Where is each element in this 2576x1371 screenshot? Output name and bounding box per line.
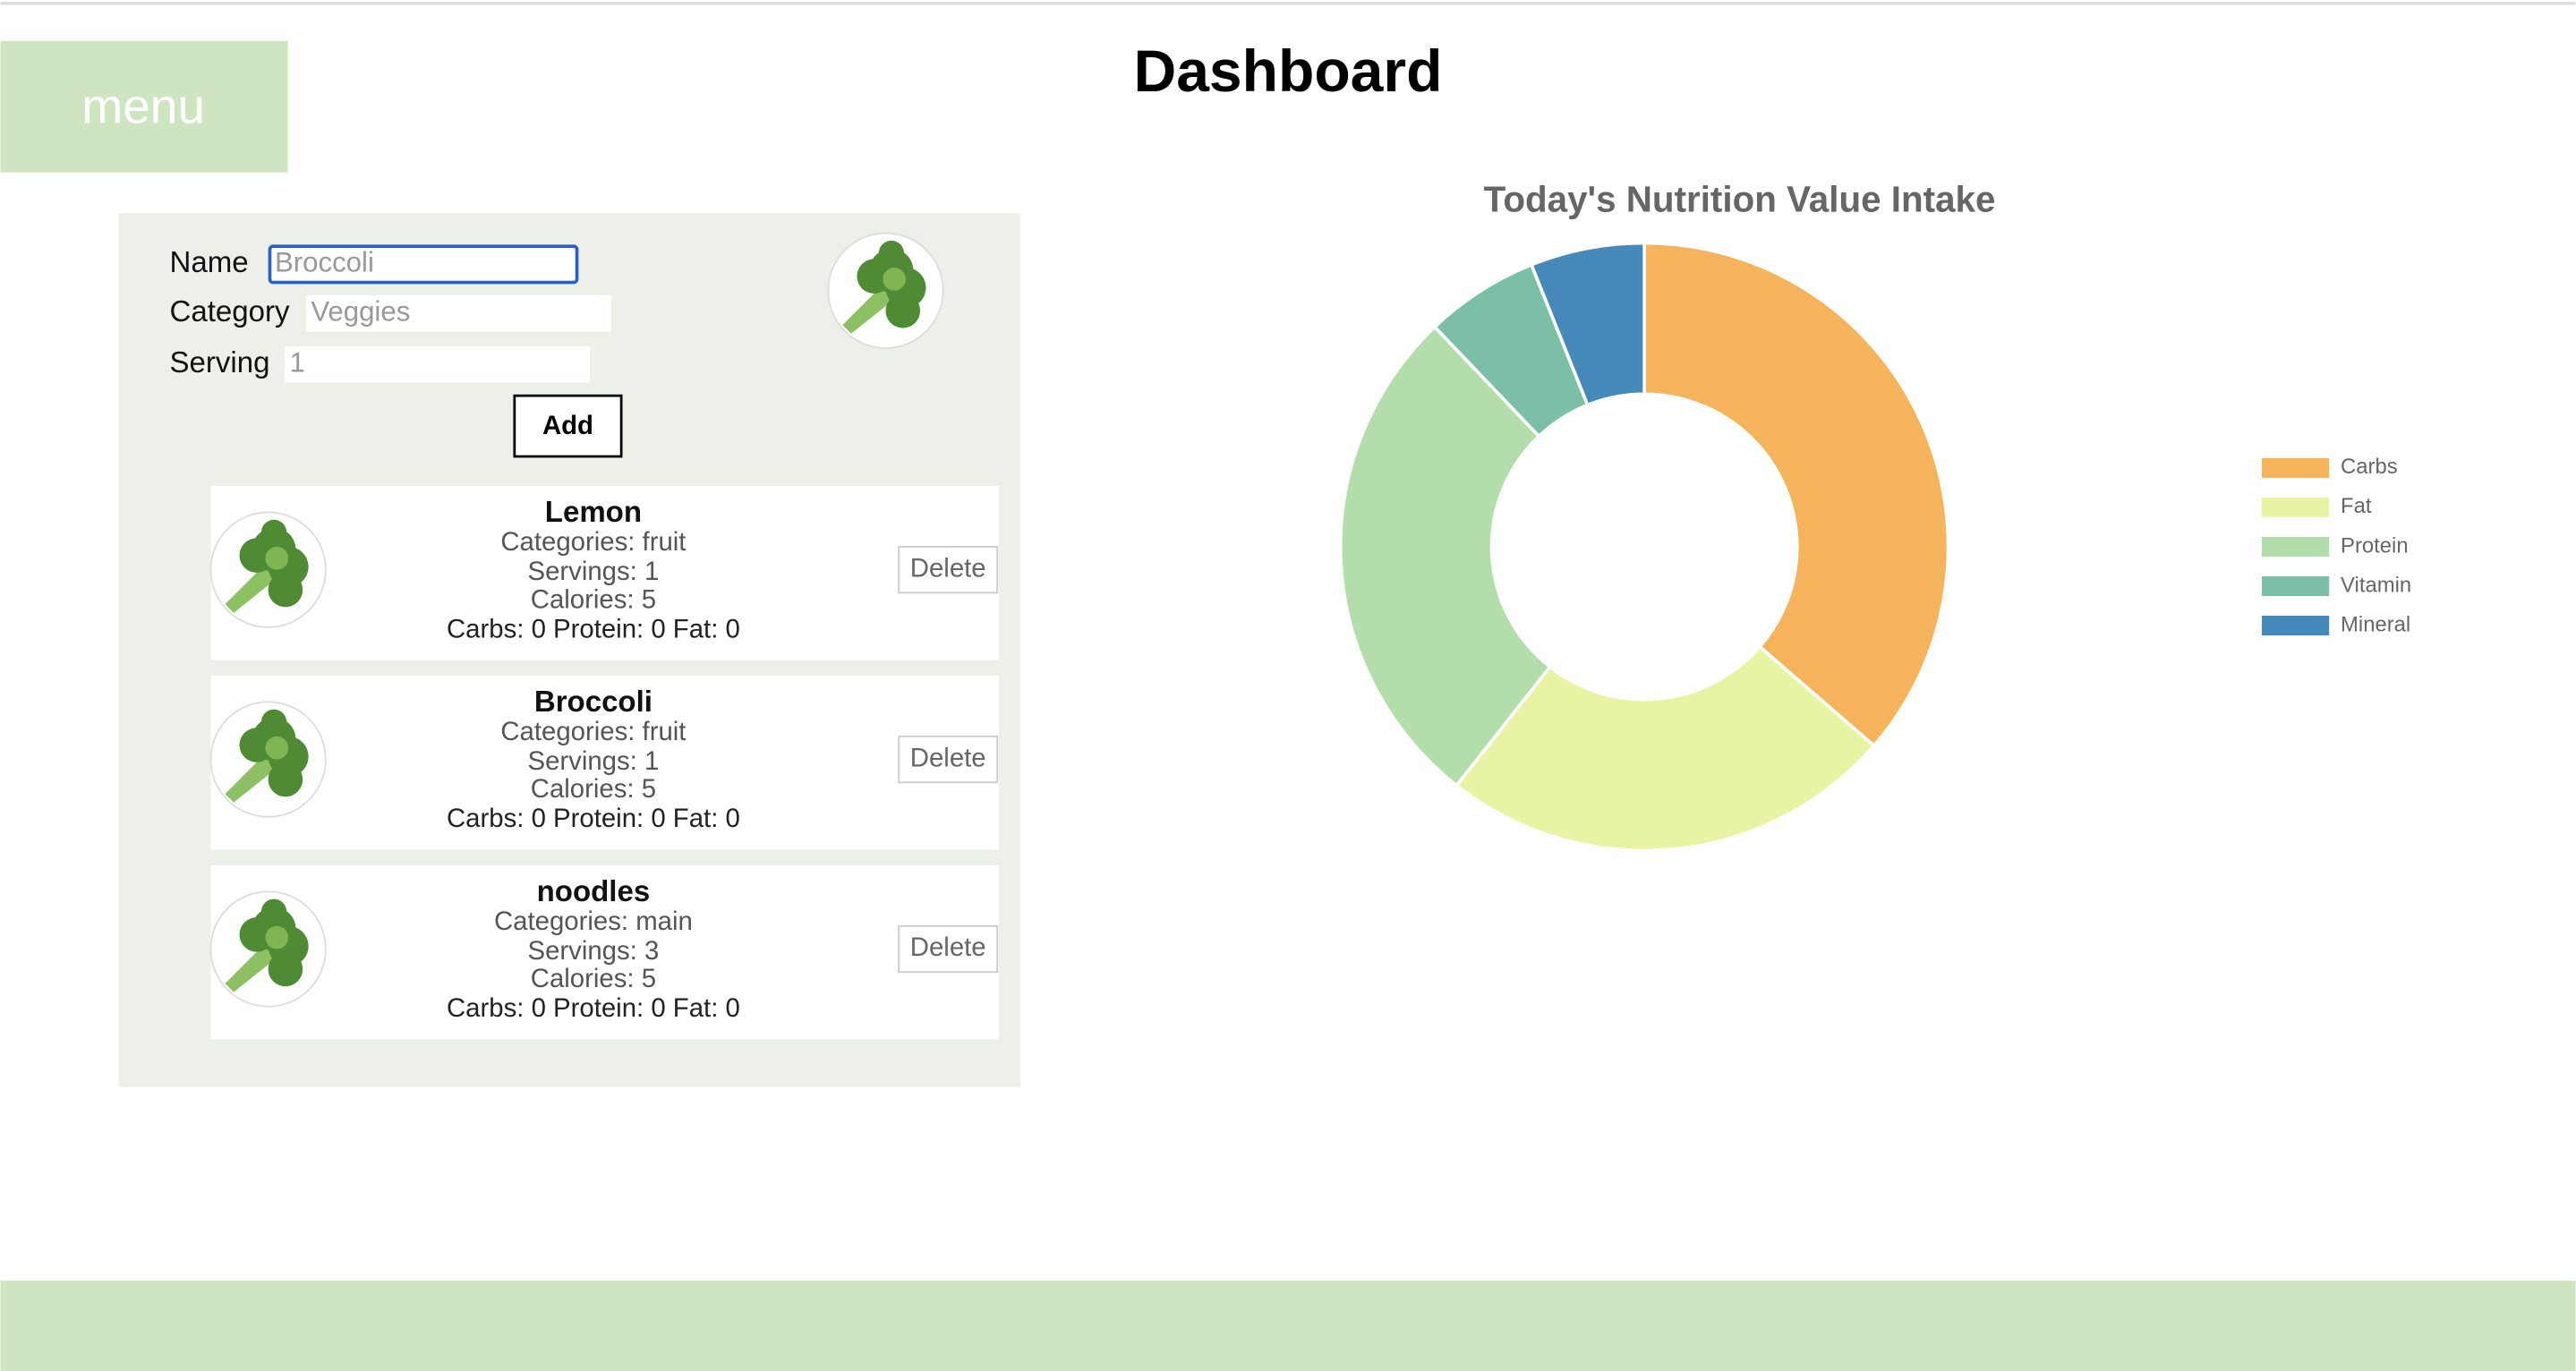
icon-floret bbox=[268, 951, 303, 987]
card-bg bbox=[210, 486, 1000, 660]
page-title: Dashboard bbox=[1134, 38, 1443, 104]
icon-floret bbox=[260, 898, 287, 924]
pie-slice bbox=[1642, 241, 1950, 748]
icon-highlight bbox=[883, 268, 906, 291]
icon-floret bbox=[239, 917, 275, 952]
chart-title: Today's Nutrition Value Intake bbox=[1484, 178, 1996, 219]
delete-button-label[interactable]: Delete bbox=[910, 743, 986, 772]
icon-floret bbox=[857, 259, 891, 294]
legend-swatch bbox=[2261, 457, 2330, 478]
card-bg bbox=[210, 864, 1000, 1040]
delete-button[interactable] bbox=[898, 924, 999, 974]
legend-label: Fat bbox=[2341, 494, 2372, 518]
text-input[interactable] bbox=[305, 295, 612, 332]
field-label: Serving bbox=[170, 345, 270, 379]
nutrition-chart: Today's Nutrition Value Intake Carbs Fat Pr… bbox=[1338, 178, 2411, 853]
food-category: Categories: fruit bbox=[500, 527, 686, 557]
food-form: Name Broccoli Category Veggies Serving 1 Add bbox=[170, 232, 944, 458]
food-macros: Carbs: 0 Protein: 0 Fat: 0 bbox=[447, 614, 740, 643]
legend-label: Protein bbox=[2341, 533, 2409, 558]
add-button-label[interactable]: Add bbox=[542, 411, 593, 440]
legend-label: Mineral bbox=[2341, 612, 2410, 636]
icon-floret bbox=[260, 519, 287, 546]
icon-highlight bbox=[265, 546, 289, 570]
icon-stem bbox=[225, 564, 277, 613]
legend-label: Vitamin bbox=[2341, 573, 2411, 597]
icon-floret bbox=[239, 538, 275, 573]
icon-floret bbox=[268, 762, 303, 797]
menu-bg[interactable] bbox=[0, 40, 288, 173]
food-servings: Servings: 1 bbox=[528, 746, 660, 776]
input-placeholder[interactable]: 1 bbox=[289, 347, 304, 379]
food-calories: Calories: 5 bbox=[531, 964, 656, 993]
pie-slice bbox=[1454, 644, 1877, 853]
icon-floret bbox=[878, 240, 905, 267]
delete-button[interactable] bbox=[898, 546, 999, 594]
icon-floret bbox=[239, 728, 275, 762]
legend-swatch bbox=[2261, 575, 2330, 597]
add-button[interactable] bbox=[513, 394, 623, 458]
menu-button[interactable]: menu bbox=[0, 40, 288, 173]
food-servings: Servings: 1 bbox=[528, 557, 660, 586]
broccoli-icon bbox=[209, 701, 327, 818]
legend-swatch bbox=[2261, 497, 2330, 517]
delete-button-label[interactable]: Delete bbox=[910, 932, 986, 962]
food-name: Broccoli bbox=[534, 685, 653, 718]
food-servings: Servings: 3 bbox=[528, 936, 660, 966]
delete-button-label[interactable]: Delete bbox=[910, 553, 986, 583]
legend-label: Carbs bbox=[2341, 455, 2398, 479]
input-placeholder[interactable]: Broccoli bbox=[275, 247, 374, 278]
legend-swatch bbox=[2261, 536, 2330, 557]
broccoli-icon bbox=[827, 232, 944, 349]
delete-button[interactable] bbox=[898, 735, 999, 784]
food-name: Lemon bbox=[545, 495, 642, 528]
icon-floret bbox=[268, 572, 303, 608]
text-input[interactable] bbox=[268, 244, 579, 285]
icon-stem bbox=[225, 754, 277, 803]
food-name: noodles bbox=[537, 874, 651, 907]
icon-stem bbox=[842, 285, 895, 334]
field-label: Category bbox=[170, 294, 290, 328]
field-label: Name bbox=[170, 245, 249, 278]
food-macros: Carbs: 0 Protein: 0 Fat: 0 bbox=[447, 993, 740, 1023]
menu-label[interactable]: menu bbox=[81, 78, 205, 133]
footer bbox=[0, 1281, 2576, 1371]
legend-swatch bbox=[2261, 616, 2330, 636]
food-category: Categories: fruit bbox=[500, 717, 686, 746]
food-macros: Carbs: 0 Protein: 0 Fat: 0 bbox=[447, 804, 740, 833]
food-calories: Calories: 5 bbox=[531, 774, 656, 804]
icon-highlight bbox=[265, 736, 289, 760]
icon-floret bbox=[885, 293, 921, 328]
pie-slice bbox=[1529, 241, 1646, 407]
card-bg bbox=[210, 675, 1000, 850]
broccoli-icon bbox=[209, 511, 327, 628]
food-calories: Calories: 5 bbox=[531, 584, 656, 614]
food-category: Categories: main bbox=[494, 907, 693, 936]
broccoli-icon bbox=[209, 890, 327, 1008]
input-placeholder[interactable]: Veggies bbox=[311, 296, 410, 328]
pie-slice bbox=[1338, 324, 1553, 788]
text-input[interactable] bbox=[284, 346, 591, 383]
icon-stem bbox=[225, 943, 277, 992]
icon-floret bbox=[260, 709, 287, 735]
icon-highlight bbox=[265, 925, 289, 949]
